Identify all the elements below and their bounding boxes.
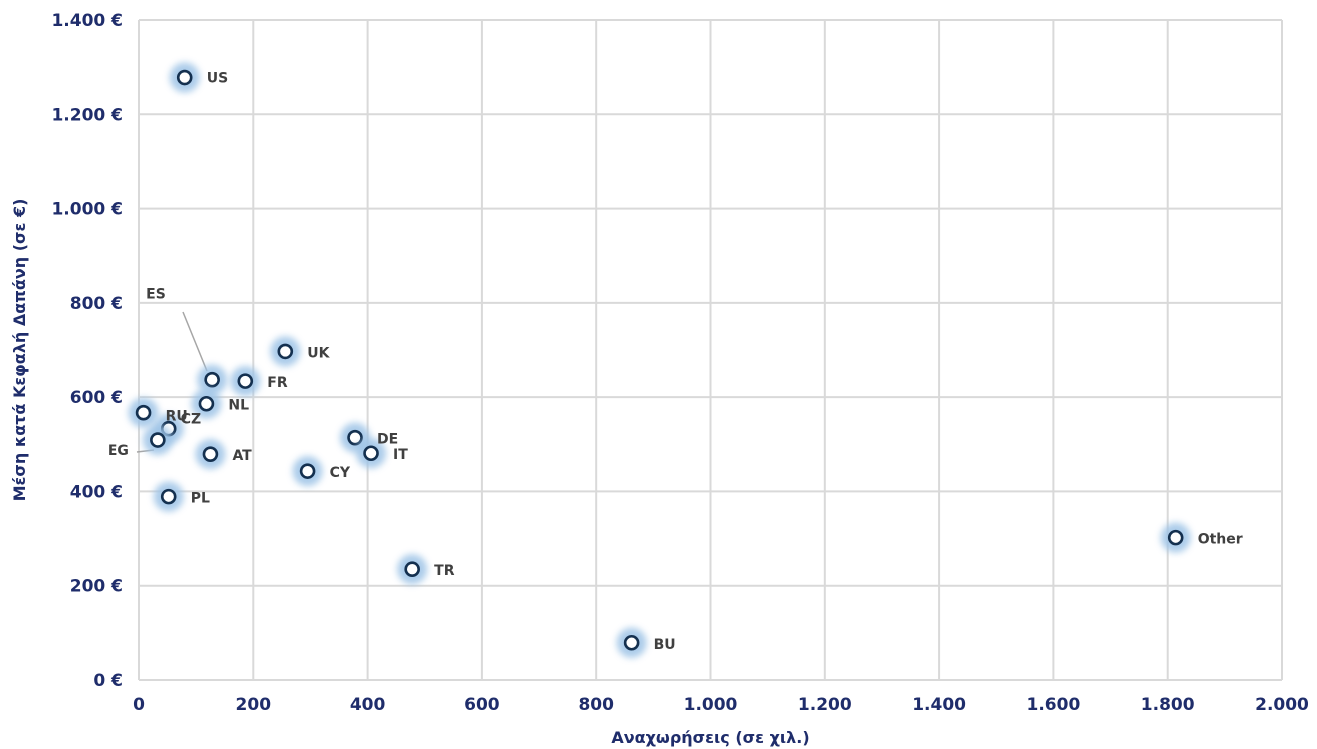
point-cy bbox=[299, 463, 316, 479]
y-tick-label: 1.200 € bbox=[51, 105, 123, 125]
point-label-uk: UK bbox=[307, 345, 330, 361]
y-tick-label: 1.000 € bbox=[51, 200, 123, 220]
y-tick-label: 800 € bbox=[70, 294, 123, 314]
point-pl bbox=[160, 488, 177, 505]
x-tick-label: 200 bbox=[236, 695, 272, 715]
point-label-tr: TR bbox=[434, 563, 455, 579]
x-axis-title: Αναχωρήσεις (σε χιλ.) bbox=[611, 728, 809, 747]
point-label-it: IT bbox=[393, 447, 408, 463]
point-label-de: DE bbox=[377, 432, 398, 448]
point-label-nl: NL bbox=[228, 398, 249, 414]
y-tick-label: 200 € bbox=[70, 577, 123, 597]
x-tick-label: 400 bbox=[350, 695, 386, 715]
y-tick-label: 0 € bbox=[93, 671, 123, 691]
point-nl bbox=[198, 395, 215, 412]
point-label-eg: EG bbox=[108, 443, 129, 459]
point-label-cy: CY bbox=[330, 465, 351, 481]
gridlines bbox=[138, 19, 1283, 681]
point-it bbox=[363, 445, 379, 462]
point-label-fr: FR bbox=[267, 375, 288, 391]
y-tick-label: 600 € bbox=[70, 388, 123, 408]
x-tick-label: 1.600 bbox=[1027, 695, 1081, 715]
point-label-es: ES bbox=[146, 287, 166, 303]
leader-line-es bbox=[182, 311, 208, 372]
point-label-bu: BU bbox=[654, 637, 676, 653]
point-label-cz: CZ bbox=[181, 412, 201, 428]
x-tick-label: 1.200 bbox=[798, 695, 852, 715]
point-us bbox=[176, 69, 193, 86]
point-de bbox=[347, 429, 363, 446]
x-tick-label: 2.000 bbox=[1255, 695, 1309, 715]
y-axis-title: Μέση κατά Κεφαλή Δαπάνη (σε €) bbox=[10, 199, 29, 502]
point-es bbox=[204, 371, 220, 388]
x-tick-label: 800 bbox=[578, 695, 614, 715]
x-tick-label: 600 bbox=[464, 695, 500, 715]
x-tick-label: 1.000 bbox=[684, 695, 738, 715]
point-uk bbox=[277, 343, 294, 360]
point-other bbox=[1167, 529, 1184, 546]
point-ru bbox=[135, 404, 152, 421]
point-fr bbox=[237, 373, 254, 389]
x-tick-label: 1.800 bbox=[1141, 695, 1195, 715]
point-label-other: Other bbox=[1198, 532, 1243, 548]
point-label-at: AT bbox=[232, 448, 252, 464]
x-axis-ticks: 0 200 400 600 800 1.000 1.200 1.400 1.600 1.800 2.… bbox=[133, 695, 1309, 715]
point-at bbox=[202, 446, 219, 462]
y-tick-label: 400 € bbox=[70, 482, 123, 502]
point-label-ru: RU bbox=[166, 409, 188, 425]
point-bu bbox=[623, 634, 640, 651]
x-tick-label: 0 bbox=[133, 695, 145, 715]
x-tick-label: 1.400 bbox=[912, 695, 966, 715]
point-eg bbox=[150, 432, 166, 448]
point-tr bbox=[404, 561, 420, 578]
point-label-pl: PL bbox=[191, 491, 210, 507]
data-points bbox=[128, 62, 1191, 658]
y-tick-label: 1.400 € bbox=[51, 11, 123, 31]
y-axis-ticks: 0 € 200 € 400 € 600 € 800 € 1.000 € 1.200 € 1.4… bbox=[51, 11, 123, 691]
point-label-us: US bbox=[207, 71, 228, 87]
